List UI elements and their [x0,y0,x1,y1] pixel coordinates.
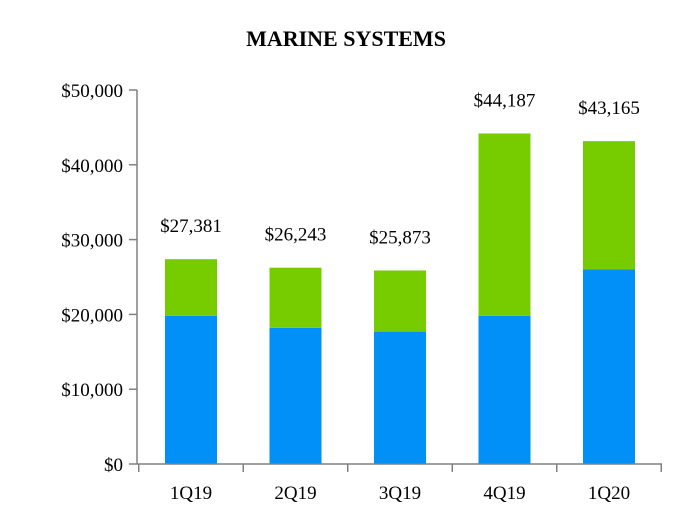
bar-3q19-segment-2 [374,270,426,332]
bar-3q19-segment-1 [374,331,426,464]
data-label-2q19: $26,243 [265,225,327,246]
bar-1q20-segment-2 [583,141,635,270]
bar-4q19-segment-2 [478,133,531,316]
y-tick-label: $10,000 [61,380,123,401]
x-tick-label-2q19: 2Q19 [274,483,316,504]
bar-4q19-segment-1 [478,315,531,464]
bar-1q19-segment-1 [165,315,217,464]
bar-1q20-segment-1 [583,269,635,464]
y-tick-label: $0 [104,455,123,476]
data-label-4q19: $44,187 [474,90,536,111]
chart-title: MARINE SYSTEMS [246,26,446,51]
x-tick-label-4q19: 4Q19 [483,483,525,504]
bar-1q19-segment-2 [165,259,217,316]
x-tick-label-1q19: 1Q19 [170,483,212,504]
labels-group: $27,381 1Q19 $26,243 2Q19 $25,873 3Q19 $44,187… [61,81,640,504]
axes-group [129,89,662,472]
x-tick-label-1q20: 1Q20 [588,483,630,504]
data-label-1q20: $43,165 [578,98,640,119]
y-tick-label: $50,000 [61,81,123,102]
data-label-1q19: $27,381 [160,216,222,237]
y-tick-label: $30,000 [61,231,123,252]
bar-2q19-segment-1 [269,327,322,464]
y-tick-label: $20,000 [61,305,123,326]
bar-2q19-segment-2 [269,267,322,328]
x-tick-label-3q19: 3Q19 [379,483,421,504]
y-tick-label: $40,000 [61,156,123,177]
data-label-3q19: $25,873 [369,227,431,248]
bars-group [165,133,635,464]
